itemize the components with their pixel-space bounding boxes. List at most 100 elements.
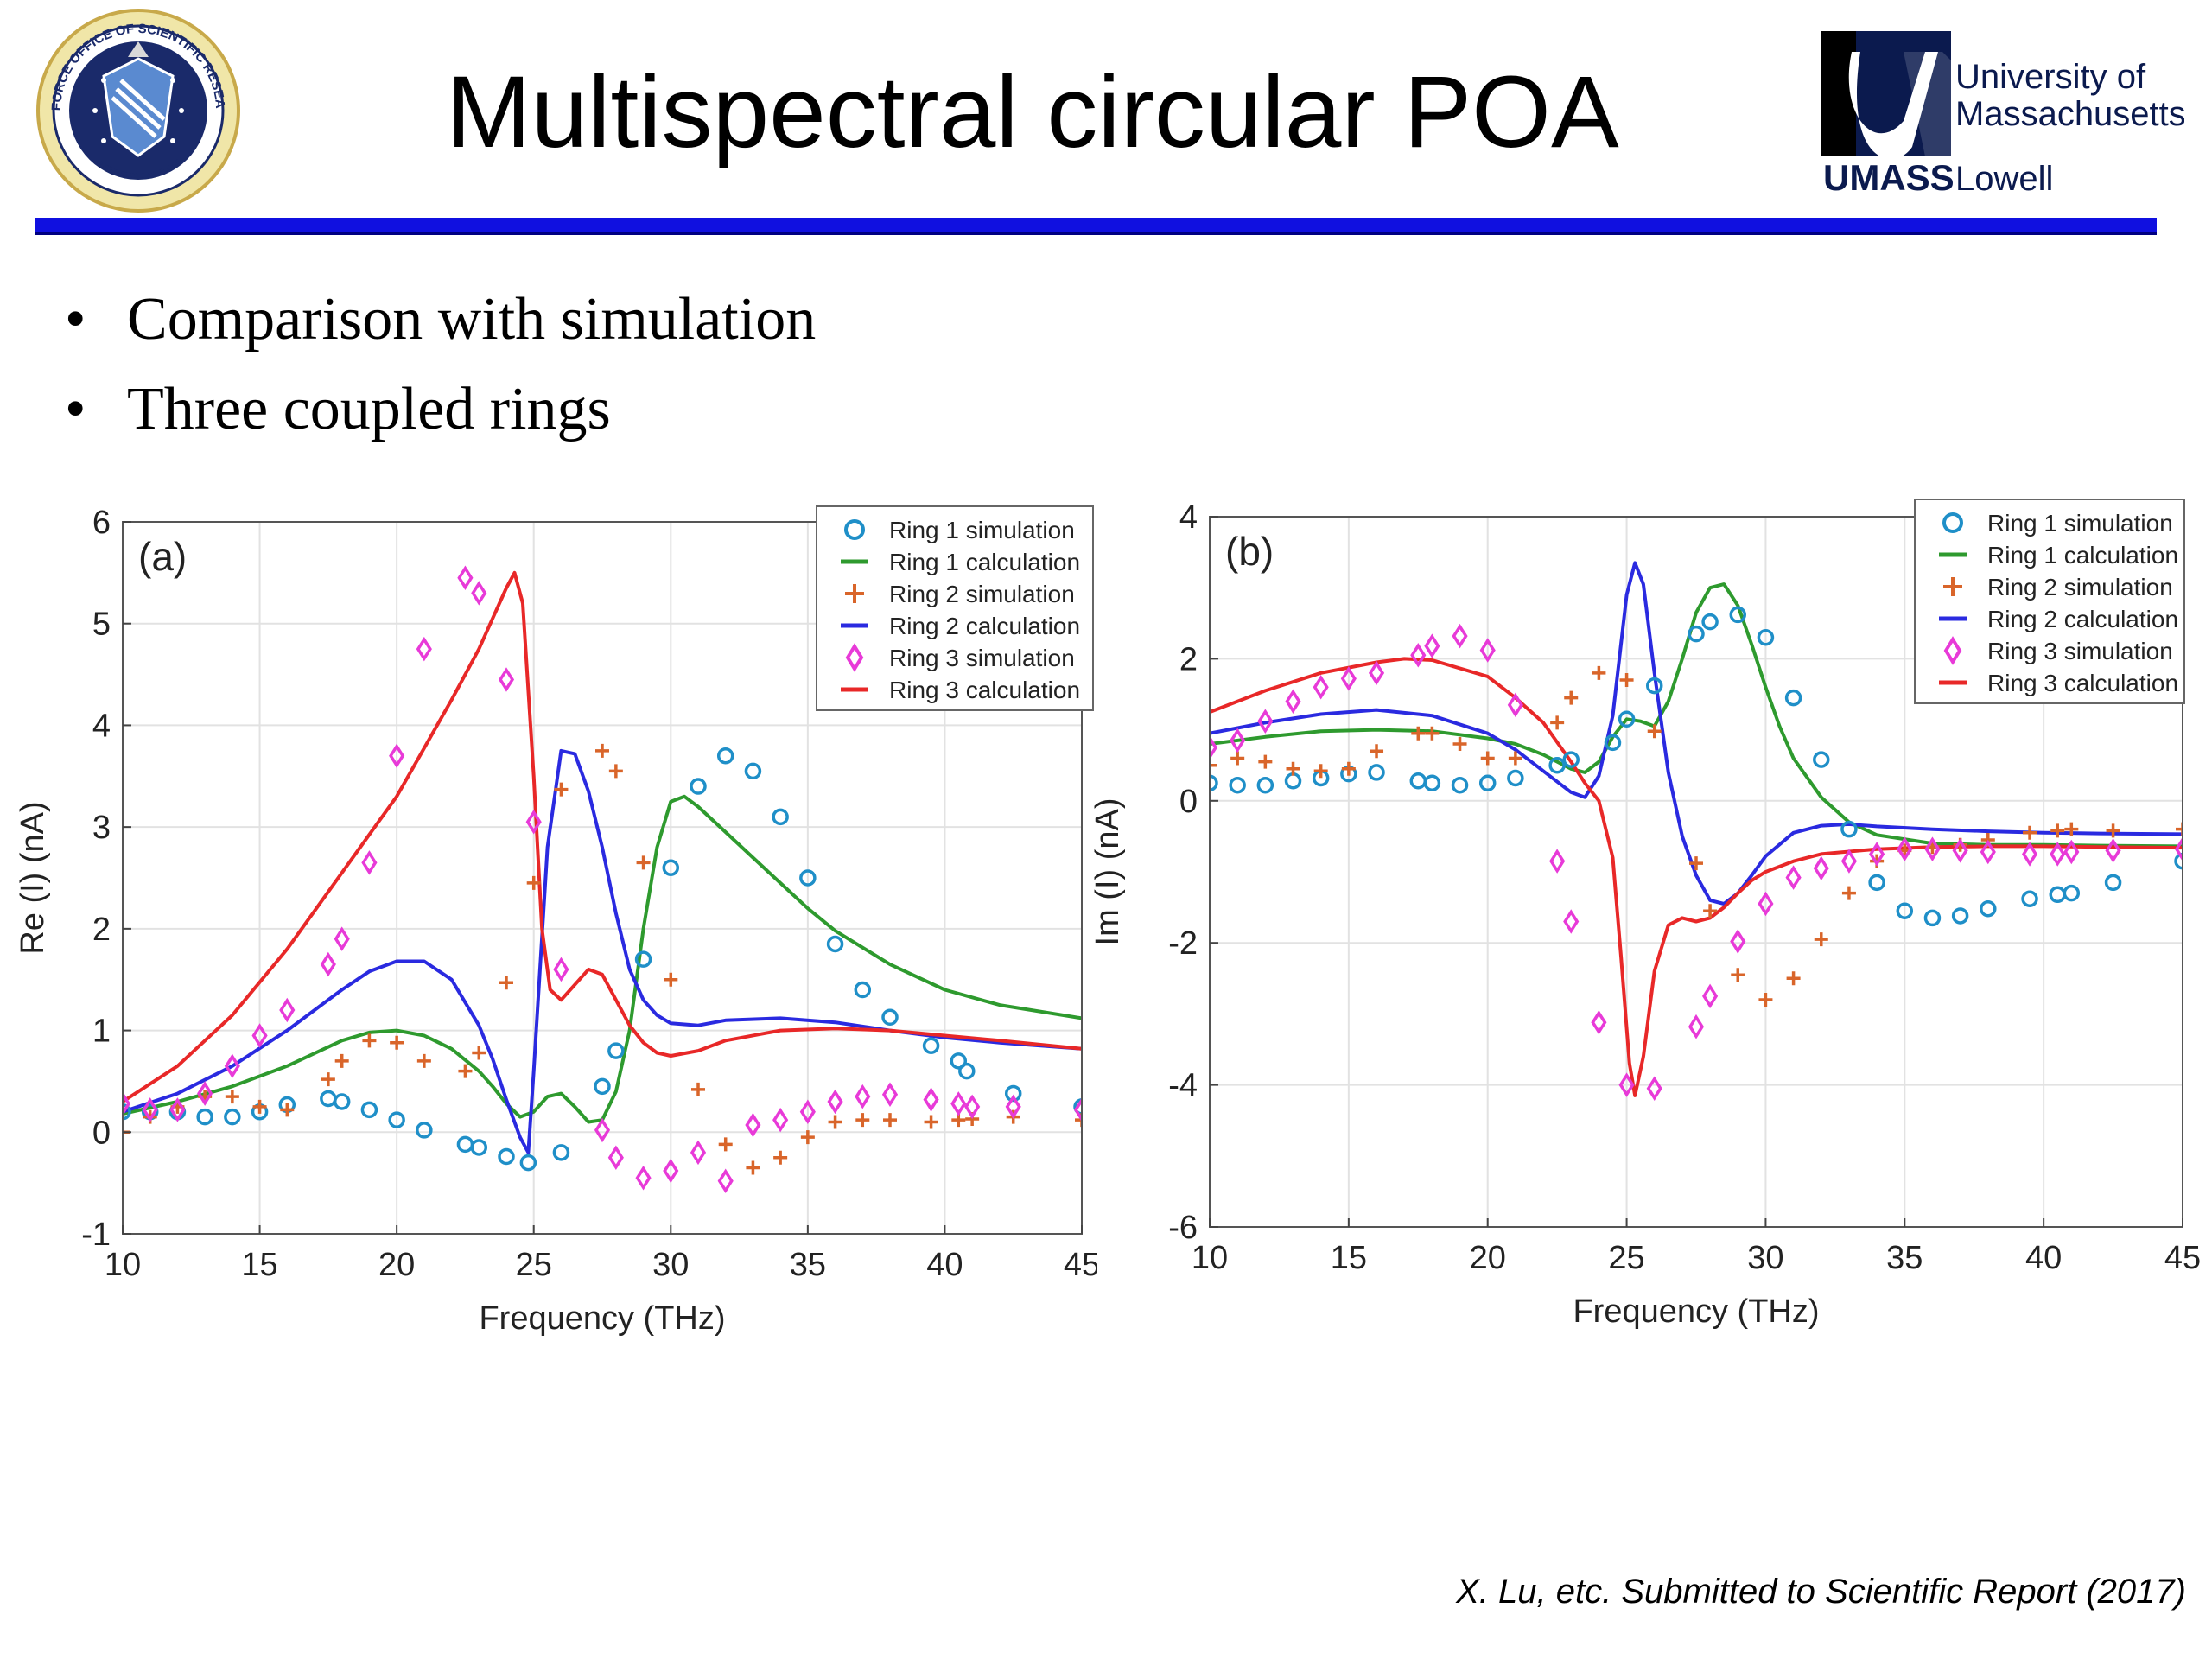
data-point: [1646, 1076, 1662, 1101]
data-point: [472, 1046, 486, 1060]
data-point: [716, 747, 734, 765]
data-point: [1425, 726, 1440, 741]
data-point: [279, 997, 296, 1023]
x-tick-label: 40: [926, 1247, 963, 1283]
panel-label: (b): [1225, 529, 1274, 574]
data-point: [799, 1099, 816, 1125]
data-point: [607, 1042, 625, 1059]
data-point: [526, 875, 541, 890]
data-point: [1618, 1072, 1635, 1097]
data-point: [1478, 774, 1497, 791]
y-axis-label: Im (I) (nA): [1090, 798, 1126, 946]
data-point: [922, 1037, 940, 1054]
legend-label: Ring 2 calculation: [889, 613, 1080, 639]
data-point: [2106, 823, 2120, 838]
data-point: [717, 1168, 734, 1194]
series-line: [1210, 561, 2183, 906]
data-point: [1980, 899, 1997, 918]
data-point: [1452, 737, 1467, 752]
data-point: [1075, 1113, 1082, 1128]
umass-lowell-logo-icon: University of Massachusetts UMASS Lowell: [1821, 31, 2184, 198]
data-point: [390, 1035, 404, 1050]
data-point: [1758, 992, 1773, 1007]
data-point: [388, 1111, 405, 1128]
data-point: [1563, 909, 1580, 934]
data-point: [2023, 825, 2037, 840]
data-point: [1645, 677, 1663, 695]
bullet-item: • Three coupled rings: [65, 365, 816, 454]
x-tick-label: 40: [2025, 1240, 2062, 1276]
x-tick-label: 45: [2164, 1240, 2201, 1276]
x-axis-label: Frequency (THz): [1573, 1294, 1819, 1330]
data-point: [1257, 709, 1274, 734]
data-point: [881, 1008, 899, 1027]
x-tick-label: 45: [1064, 1247, 1097, 1283]
data-point: [958, 1062, 976, 1080]
bullet-dot-icon: •: [65, 286, 86, 353]
y-tick-label: 2: [1179, 641, 1198, 677]
legend-label: Ring 1 simulation: [1987, 510, 2173, 537]
data-point: [416, 636, 432, 662]
data-point: [2063, 839, 2080, 865]
data-point: [1410, 643, 1427, 668]
data-point: [1604, 734, 1622, 752]
data-point: [1479, 638, 1496, 663]
data-point: [634, 950, 652, 968]
data-point: [1313, 764, 1328, 779]
y-tick-label: 4: [92, 708, 111, 744]
data-point: [1729, 606, 1747, 624]
x-tick-label: 15: [1331, 1240, 1367, 1276]
data-point: [799, 869, 817, 887]
data-point: [2021, 842, 2038, 867]
data-point: [1701, 613, 1719, 631]
data-point: [471, 581, 487, 606]
data-point: [745, 1112, 761, 1138]
data-point: [2021, 890, 2038, 907]
data-point: [2104, 874, 2122, 892]
data-point: [923, 1087, 939, 1112]
data-point: [2174, 836, 2183, 861]
data-point: [552, 1144, 570, 1161]
data-point: [1689, 856, 1703, 871]
data-point: [800, 1130, 815, 1145]
logo-lowell-text: Lowell: [1955, 160, 2053, 198]
data-point: [280, 1103, 295, 1117]
y-tick-label: -6: [1168, 1210, 1198, 1246]
data-point: [690, 778, 707, 795]
y-tick-label: 5: [92, 607, 111, 643]
data-point: [1647, 724, 1662, 739]
data-point: [1230, 728, 1246, 753]
data-point: [662, 859, 680, 876]
data-point: [1210, 758, 1217, 772]
x-tick-label: 20: [378, 1247, 415, 1283]
data-point: [1507, 769, 1524, 787]
x-tick-label: 35: [1886, 1240, 1923, 1276]
x-tick-label: 10: [1192, 1240, 1228, 1276]
data-point: [964, 1094, 981, 1120]
data-point: [1411, 726, 1426, 741]
data-point: [389, 743, 405, 769]
page-title: Multispectral circular POA: [446, 55, 1619, 169]
data-point: [1813, 751, 1830, 768]
data-point: [607, 1145, 624, 1170]
x-tick-label: 30: [1747, 1240, 1783, 1276]
series-line: [123, 570, 1082, 1103]
data-point: [1452, 623, 1468, 649]
data-point: [197, 1081, 213, 1106]
data-point: [1004, 1084, 1022, 1103]
series-layer: [123, 565, 1082, 1194]
data-point: [594, 1117, 611, 1143]
data-point: [2174, 852, 2183, 870]
data-point: [1702, 983, 1719, 1009]
data-point: [169, 1097, 186, 1122]
data-point: [746, 1160, 760, 1175]
legend-box: [1914, 499, 2185, 704]
y-tick-label: 1: [92, 1014, 111, 1050]
data-point: [225, 1090, 239, 1104]
data-point: [123, 1091, 131, 1116]
data-point: [772, 808, 789, 826]
data-point: [334, 1053, 349, 1068]
data-point: [224, 1053, 240, 1079]
y-tick-label: 3: [92, 810, 111, 846]
